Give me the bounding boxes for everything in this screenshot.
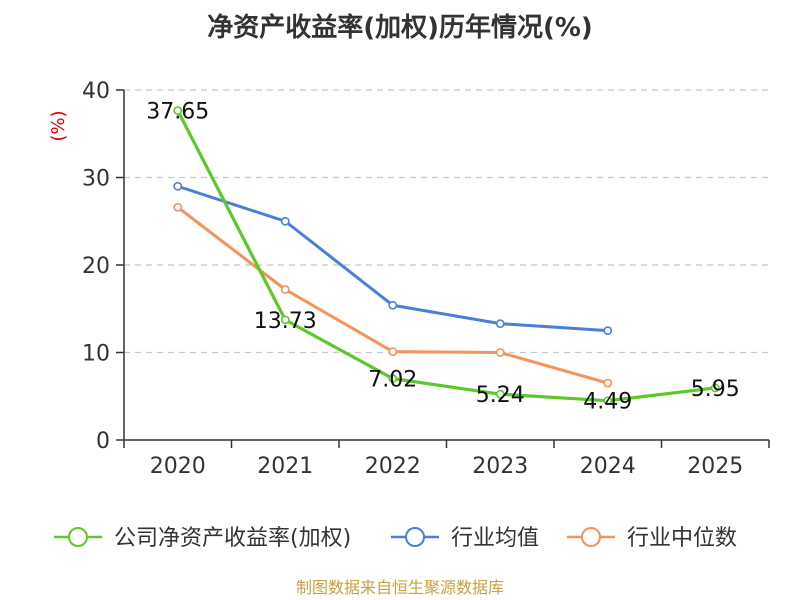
data-point: [280, 216, 290, 226]
y-tick-label: 0: [96, 429, 110, 454]
axes: 0 10 20 30 40 2020 2021 2022 2023 2024 2025: [82, 79, 770, 479]
x-tick-label: 2023: [472, 454, 528, 479]
legend: 公司净资产收益率(加权) 行业均值 行业中位数: [54, 526, 737, 551]
data-label: 13.73: [254, 309, 317, 334]
data-label: 37.65: [146, 100, 209, 125]
data-point: [280, 315, 290, 325]
y-tick-label: 10: [82, 342, 110, 367]
x-tick-label: 2020: [150, 454, 206, 479]
data-point: [388, 300, 398, 310]
legend-item: 行业均值: [391, 526, 539, 551]
data-point: [603, 326, 613, 336]
data-point: [388, 374, 398, 383]
y-tick-label: 20: [82, 254, 110, 279]
data-point: [173, 181, 183, 191]
legend-marker-icon: [405, 527, 425, 547]
data-label: 5.24: [476, 383, 525, 408]
x-tick-label: 2021: [257, 454, 313, 479]
y-tick-label: 40: [82, 79, 110, 104]
data-point: [495, 319, 505, 329]
data-point: [495, 348, 505, 357]
x-tick-label: 2022: [365, 454, 421, 479]
data-point: [603, 396, 613, 406]
y-tick-label: 30: [82, 167, 110, 192]
data-label: 5.95: [691, 377, 740, 402]
data-point: [710, 383, 720, 393]
data-point: [280, 285, 290, 294]
y-axis-label: (%): [48, 110, 69, 141]
data-point: [495, 389, 505, 399]
series-layer: [173, 106, 720, 406]
legend-label: 行业均值: [451, 526, 539, 551]
data-point: [603, 378, 613, 388]
legend-label: 行业中位数: [627, 526, 737, 551]
data-point: [388, 347, 398, 357]
source-note: 制图数据来自恒生聚源数据库: [296, 578, 504, 597]
legend-item: 行业中位数: [567, 526, 737, 551]
legend-item: 公司净资产收益率(加权): [54, 526, 351, 551]
data-label: 7.02: [368, 368, 417, 393]
x-tick-label: 2025: [687, 454, 743, 479]
legend-marker-icon: [581, 527, 601, 547]
data-labels: 37.65 13.73 7.02 5.24 4.49 5.95: [146, 100, 739, 415]
data-point: [173, 106, 183, 115]
legend-marker-icon: [68, 527, 88, 547]
data-point: [173, 202, 183, 212]
chart-title: 净资产收益率(加权)历年情况(%): [207, 12, 593, 43]
series-line: [176, 108, 717, 403]
data-label: 4.49: [583, 390, 632, 415]
legend-label: 公司净资产收益率(加权): [114, 526, 351, 551]
x-tick-label: 2024: [580, 454, 636, 479]
